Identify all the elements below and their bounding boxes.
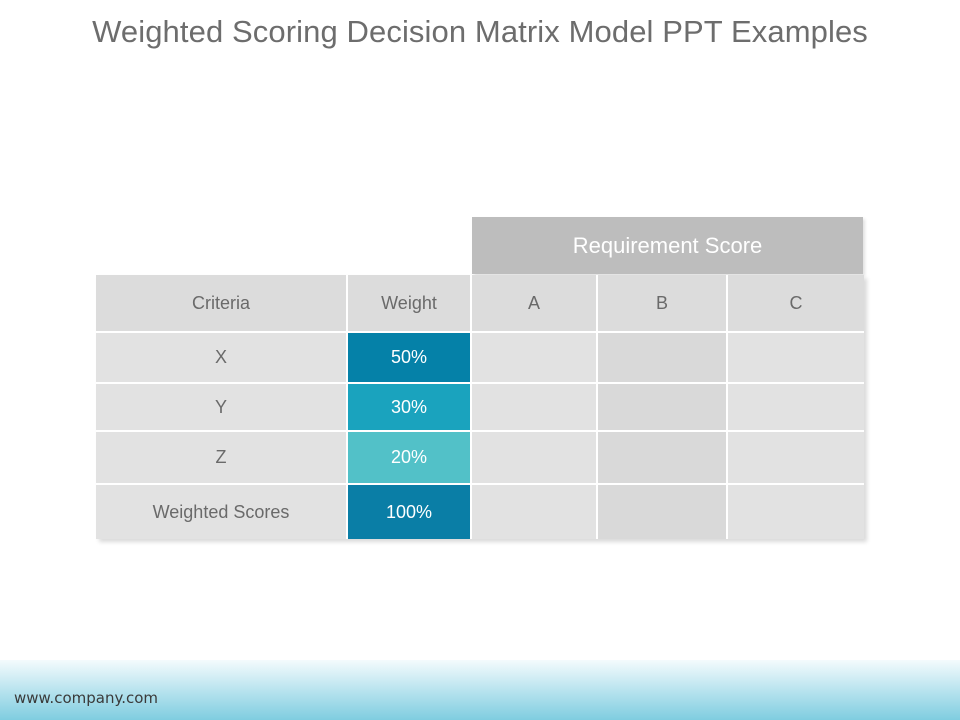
score-cell-c (728, 384, 864, 432)
weight-cell: 30% (348, 384, 472, 432)
score-cell-b (598, 432, 728, 485)
requirement-score-header: Requirement Score (472, 217, 863, 274)
score-cell-b (598, 333, 728, 384)
column-header-a: A (472, 275, 598, 333)
column-header-criteria: Criteria (96, 275, 348, 333)
table-header-row: Criteria Weight A B C (96, 275, 864, 333)
score-cell-b (598, 485, 728, 539)
score-cell-a (472, 384, 598, 432)
weight-cell: 20% (348, 432, 472, 485)
table-row: Y 30% (96, 384, 864, 432)
criteria-cell: Z (96, 432, 348, 485)
column-header-b: B (598, 275, 728, 333)
footer-band (0, 660, 960, 720)
score-cell-c (728, 432, 864, 485)
table-row: Z 20% (96, 432, 864, 485)
score-cell-c (728, 485, 864, 539)
column-header-c: C (728, 275, 864, 333)
weight-cell: 100% (348, 485, 472, 539)
weight-cell: 50% (348, 333, 472, 384)
score-cell-a (472, 485, 598, 539)
score-cell-a (472, 432, 598, 485)
table-row: Weighted Scores 100% (96, 485, 864, 539)
criteria-cell: X (96, 333, 348, 384)
slide-title: Weighted Scoring Decision Matrix Model P… (92, 14, 868, 49)
score-cell-b (598, 384, 728, 432)
matrix-grid: Criteria Weight A B C X 50% Y 30% Z 20% (96, 275, 864, 539)
score-cell-a (472, 333, 598, 384)
criteria-cell: Y (96, 384, 348, 432)
decision-matrix: Requirement Score Criteria Weight A B C … (96, 217, 864, 539)
score-cell-c (728, 333, 864, 384)
column-header-weight: Weight (348, 275, 472, 333)
footer-url[interactable]: www.company.com (14, 689, 158, 707)
table-row: X 50% (96, 333, 864, 384)
criteria-cell: Weighted Scores (96, 485, 348, 539)
